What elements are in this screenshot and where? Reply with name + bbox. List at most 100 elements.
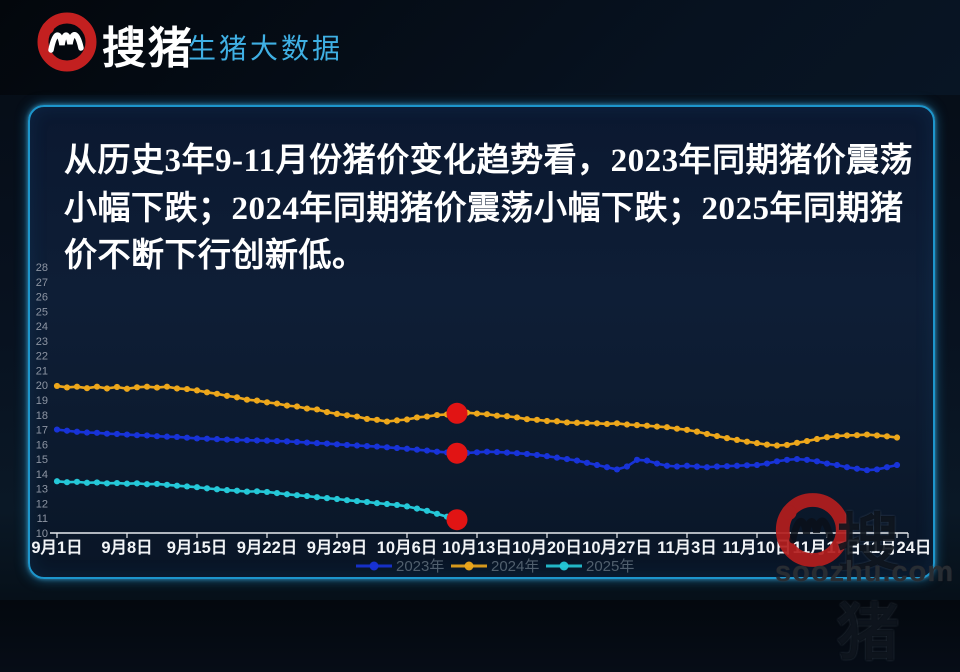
series-marker-2024年 [313,406,321,413]
series-marker-2023年 [803,456,811,463]
product-name: 生猪大数据 [188,33,344,64]
y-axis-label: 22 [36,351,48,363]
series-marker-2025年 [123,480,131,487]
series-marker-2023年 [723,463,731,470]
series-marker-2023年 [193,435,201,442]
series-marker-2025年 [83,479,91,486]
series-marker-2024年 [863,431,871,438]
series-marker-2024年 [553,418,561,425]
series-marker-2025年 [113,479,121,487]
series-marker-2023年 [753,461,761,469]
series-marker-2025年 [303,492,311,500]
series-marker-2025年 [333,495,341,503]
series-marker-2023年 [373,443,381,450]
series-marker-2023年 [493,448,501,456]
series-marker-2023年 [393,444,401,452]
series-marker-2025年 [63,479,71,486]
series-marker-2023年 [853,465,861,472]
series-marker-2024年 [293,403,301,410]
series-marker-2023年 [123,431,131,438]
slide-title: 从历史3年9-11月份猪价变化趋势看，2023年同期猪价震荡小幅下跌；2024年… [64,143,914,275]
series-marker-2025年 [163,481,171,488]
series-marker-2024年 [203,389,211,396]
series-marker-2024年 [143,383,151,390]
y-axis-label: 21 [36,365,48,377]
series-marker-2023年 [353,442,361,449]
series-marker-2023年 [283,438,291,445]
series-marker-2024年 [183,385,191,393]
series-marker-2025年 [313,494,321,501]
series-marker-2025年 [173,482,181,489]
series-marker-2024年 [333,410,341,417]
series-marker-2024年 [213,390,221,397]
series-marker-2025年 [183,483,191,490]
series-marker-2025年 [253,488,261,495]
series-marker-2025年 [243,488,251,495]
series-marker-2024年 [883,433,891,440]
series-marker-2023年 [213,436,221,443]
series-marker-2024年 [663,424,671,431]
series-marker-2023年 [643,457,651,464]
legend-label-2024年: 2024年 [491,558,539,575]
series-marker-2023年 [303,439,311,446]
series-marker-2023年 [683,462,691,469]
series-marker-2023年 [883,464,891,471]
series-marker-2024年 [83,385,91,392]
series-marker-2024年 [233,394,241,401]
series-marker-2024年 [163,383,171,390]
series-marker-2024年 [893,434,901,441]
series-marker-2023年 [733,462,741,469]
legend-marker-2023年 [369,561,379,571]
series-marker-2024年 [743,438,751,445]
series-marker-2023年 [343,441,351,449]
y-axis-label: 26 [36,292,48,304]
series-marker-2023年 [613,466,621,473]
series-marker-2023年 [693,463,701,470]
series-marker-2023年 [103,430,111,437]
series-marker-2024年 [103,385,111,392]
series-marker-2025年 [403,503,411,510]
series-marker-2023年 [63,427,71,434]
series-line-2025年 [56,479,458,521]
series-marker-2024年 [633,422,641,429]
series-marker-2024年 [713,432,721,440]
series-marker-2025年 [343,497,351,504]
series-marker-2024年 [403,416,411,423]
series-marker-2024年 [773,442,781,449]
series-marker-2025年 [363,498,371,506]
x-axis-label: 11月24日 [863,538,932,557]
series-marker-2024年 [243,396,251,403]
y-axis-label: 10 [36,528,48,540]
series-marker-2023年 [893,461,901,469]
series-marker-2023年 [533,451,541,459]
y-axis-label: 17 [36,425,48,437]
series-marker-2023年 [523,450,531,458]
series-marker-2025年 [373,500,381,507]
y-axis-label: 27 [36,277,48,289]
series-marker-2024年 [323,409,331,416]
series-marker-2023年 [793,456,801,463]
y-axis-label: 15 [36,454,48,466]
series-marker-2024年 [753,440,761,447]
y-axis-label: 13 [36,484,48,496]
y-axis-label: 18 [36,410,48,422]
legend-marker-2025年 [559,561,569,571]
series-marker-2025年 [413,505,421,512]
series-marker-2023年 [223,436,231,443]
series-marker-2023年 [543,453,551,460]
series-marker-2025年 [223,487,231,494]
series-marker-2024年 [813,435,821,443]
y-axis-label: 11 [37,513,48,525]
series-marker-2024年 [533,416,541,423]
series-marker-2023年 [293,438,301,446]
series-marker-2023年 [623,463,631,470]
y-axis-label: 19 [36,395,48,407]
series-marker-2024年 [53,382,61,390]
series-marker-2024年 [193,387,201,394]
y-axis-label: 12 [36,498,48,510]
series-marker-2023年 [473,449,481,456]
series-marker-2023年 [333,441,341,448]
series-marker-2023年 [813,458,821,465]
series-marker-2024年 [223,392,231,399]
x-axis-label: 10月13日 [442,538,512,557]
